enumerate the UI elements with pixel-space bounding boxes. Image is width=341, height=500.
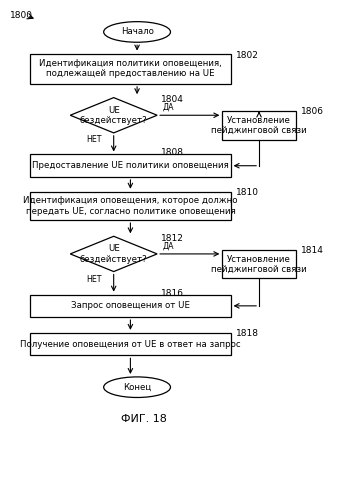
Text: 1812: 1812	[161, 234, 183, 242]
Text: 1810: 1810	[236, 188, 259, 196]
FancyBboxPatch shape	[222, 112, 296, 140]
FancyBboxPatch shape	[30, 154, 231, 177]
Text: НЕТ: НЕТ	[87, 275, 102, 284]
FancyBboxPatch shape	[222, 250, 296, 278]
Text: 1816: 1816	[161, 288, 183, 298]
Ellipse shape	[104, 377, 170, 398]
Text: Установление
пейджинговой связи: Установление пейджинговой связи	[211, 254, 307, 274]
Text: Начало: Начало	[121, 28, 153, 36]
FancyBboxPatch shape	[30, 192, 231, 220]
Text: 1802: 1802	[236, 52, 258, 60]
Text: Установление
пейджинговой связи: Установление пейджинговой связи	[211, 116, 307, 135]
Ellipse shape	[104, 22, 170, 42]
FancyBboxPatch shape	[30, 54, 231, 84]
Text: 1800: 1800	[10, 12, 33, 20]
Text: 1806: 1806	[301, 108, 324, 116]
Text: ДА: ДА	[162, 103, 174, 112]
Text: Получение оповещения от UE в ответ на запрос: Получение оповещения от UE в ответ на за…	[20, 340, 241, 348]
Polygon shape	[70, 98, 157, 133]
Text: Предоставление UE политики оповещения: Предоставление UE политики оповещения	[32, 161, 229, 170]
Text: Идентификация политики оповещения,
подлежащей предоставлению на UE: Идентификация политики оповещения, подле…	[39, 59, 222, 78]
Text: 1814: 1814	[301, 246, 324, 255]
Text: НЕТ: НЕТ	[87, 135, 102, 144]
Text: UE
бездействует?: UE бездействует?	[80, 106, 148, 125]
Text: UE
бездействует?: UE бездействует?	[80, 244, 148, 264]
Text: ФИГ. 18: ФИГ. 18	[121, 414, 167, 424]
Text: 1808: 1808	[161, 148, 183, 158]
Text: Идентификация оповещения, которое должно
передать UE, согласно политике оповещен: Идентификация оповещения, которое должно…	[23, 196, 238, 216]
Text: Конец: Конец	[123, 382, 151, 392]
Text: 1804: 1804	[161, 94, 183, 104]
Text: Запрос оповещения от UE: Запрос оповещения от UE	[71, 302, 190, 310]
Polygon shape	[70, 236, 157, 272]
FancyBboxPatch shape	[30, 294, 231, 317]
Text: 1818: 1818	[236, 329, 259, 338]
FancyBboxPatch shape	[30, 333, 231, 355]
Text: ДА: ДА	[162, 242, 174, 250]
